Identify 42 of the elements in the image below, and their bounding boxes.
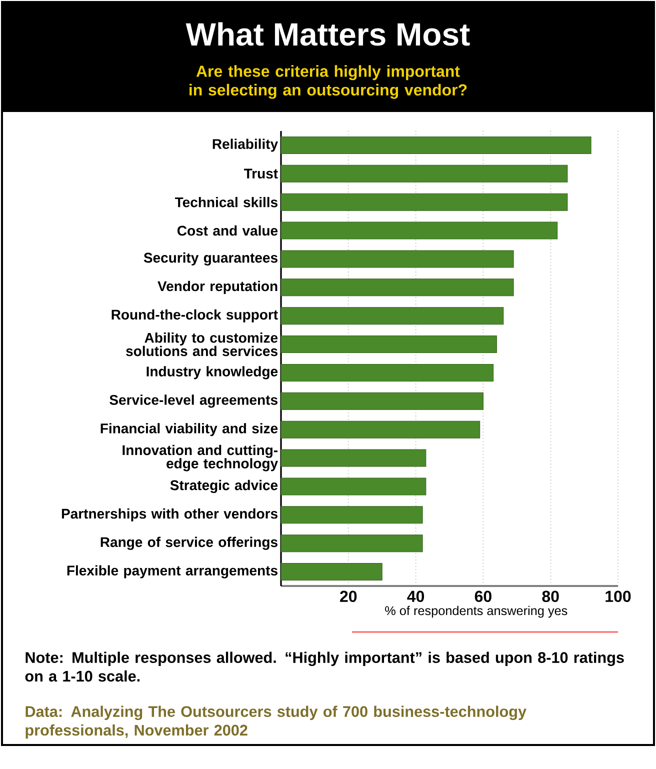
y-tick-label: Partnerships with other vendors xyxy=(62,508,278,522)
bar xyxy=(280,136,592,154)
y-tick-label: Financial viability and size xyxy=(100,423,278,436)
x-tick-label: 100 xyxy=(606,590,631,602)
y-tick-label: Industry knowledge xyxy=(146,366,278,380)
chart-subtitle: Are these criteria highly important in selecting an outsourcing vendor? xyxy=(190,65,467,99)
bar xyxy=(280,193,568,211)
bar xyxy=(280,478,426,496)
bar xyxy=(280,420,480,438)
y-tick-label: Trust xyxy=(244,168,278,179)
bar xyxy=(280,563,382,581)
x-tick-label: 80 xyxy=(542,590,559,602)
bar xyxy=(280,278,514,296)
bar xyxy=(280,506,423,524)
x-axis-title: % of respondents answering yes xyxy=(385,606,568,618)
y-tick-label: Service-level agreements xyxy=(110,394,278,408)
text: Data: Analyzing The Outsourcers study of 700 business-technology professionals, November 2002 xyxy=(26,706,526,739)
bar xyxy=(280,250,514,268)
y-tick-label: Flexible payment arrangements xyxy=(67,565,278,578)
y-tick-label: Strategic advice xyxy=(170,480,278,494)
bar xyxy=(280,449,426,467)
y-tick-label: Cost and value xyxy=(177,225,278,236)
text: Note: Multiple responses allowed. “Highly important” is based upon 8-10 ratings on a 1-10 scale. xyxy=(25,652,624,682)
y-tick-label: Round-the-clock support xyxy=(112,309,278,322)
y-tick-label: Reliability xyxy=(212,138,278,152)
y-tick-label: Vendor reputation xyxy=(158,280,278,294)
x-tick-label: 20 xyxy=(340,590,357,602)
bar xyxy=(280,364,494,382)
y-tick-label: Technical skills xyxy=(174,196,278,208)
bar xyxy=(280,534,423,552)
y-tick-label: Security guarantees xyxy=(144,252,278,266)
x-tick-label: 40 xyxy=(407,590,424,602)
bar xyxy=(280,392,484,410)
bar xyxy=(280,164,568,182)
bar xyxy=(280,336,497,354)
chart-title: What Matters Most xyxy=(186,22,470,46)
y-tick-label: Innovation and cutting-edge technology xyxy=(122,444,278,472)
y-tick-label: Ability to customize solutions and services xyxy=(126,332,278,356)
y-tick-label: Range of service offerings xyxy=(100,536,278,550)
bar xyxy=(280,307,504,325)
x-tick-label: 60 xyxy=(474,590,492,602)
bar xyxy=(280,222,558,240)
